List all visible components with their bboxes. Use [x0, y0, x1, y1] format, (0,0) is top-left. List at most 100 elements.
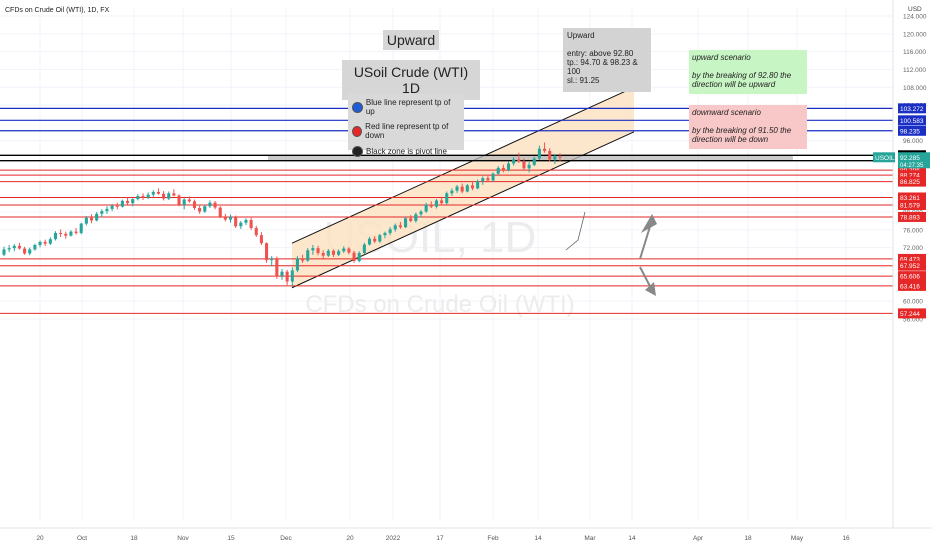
time-tick-label: 15	[227, 535, 235, 542]
candle-body	[105, 208, 109, 212]
candle-body	[532, 158, 536, 165]
candle	[301, 254, 305, 263]
candle	[496, 166, 500, 176]
candle	[367, 236, 372, 246]
level-tag: 63.416	[898, 280, 926, 291]
level-tag-label: 83.261	[900, 195, 920, 202]
candle-body	[465, 185, 469, 192]
candle-body	[367, 238, 372, 245]
candle-body	[357, 253, 361, 262]
level-tag-bg	[898, 271, 926, 282]
level-tag: 86.825	[898, 176, 926, 187]
candle-body	[244, 220, 248, 223]
candle-body	[404, 218, 408, 228]
candle	[517, 152, 521, 164]
price-tick-label: 120.000	[903, 31, 927, 38]
candle-body	[352, 252, 356, 262]
candle	[74, 228, 78, 235]
candle-body	[156, 191, 160, 194]
candle	[476, 179, 480, 190]
candle	[126, 197, 130, 205]
time-tick-label: 14	[534, 535, 542, 542]
candle	[548, 148, 552, 162]
candle	[388, 227, 392, 236]
candle	[95, 212, 99, 222]
candle-body	[223, 216, 227, 220]
candle-body	[7, 248, 11, 250]
candle	[89, 214, 94, 224]
candle	[192, 199, 197, 210]
candle-body	[373, 238, 377, 242]
level-tag-bg	[898, 192, 926, 203]
candle-body	[527, 164, 531, 169]
time-tick-label: Dec	[280, 535, 292, 542]
candle-body	[162, 193, 166, 199]
candle	[311, 244, 315, 255]
candle-body	[182, 199, 186, 205]
candle-body	[38, 241, 42, 245]
projection-arrow-up-icon	[639, 219, 653, 260]
upward-scenario-heading: upward scenario	[692, 53, 751, 62]
level-tag: 81.579	[898, 199, 926, 210]
candle-body	[23, 248, 27, 254]
candle-body	[208, 202, 212, 207]
last-price-label: 92.285	[900, 155, 920, 162]
candle	[409, 215, 413, 223]
level-tag-bg	[898, 170, 926, 181]
candle-body	[455, 186, 459, 191]
candle-body	[59, 232, 63, 234]
candle	[470, 181, 475, 191]
candle-body	[290, 270, 294, 282]
trade-box-tp: tp.: 94.70 & 98.23 & 100	[567, 58, 638, 76]
candle-body	[424, 204, 428, 212]
candle-body	[2, 249, 6, 255]
time-tick-label: Apr	[693, 535, 704, 542]
candle-body	[316, 248, 320, 254]
candle-body	[301, 258, 305, 261]
candle-body	[270, 258, 274, 261]
candle	[501, 164, 505, 173]
candle-body	[172, 193, 176, 196]
candle	[33, 243, 37, 251]
candle-body	[28, 249, 32, 254]
last-price-tag-bg	[898, 152, 930, 169]
candle-body	[491, 173, 495, 181]
candle	[151, 190, 155, 197]
candle	[28, 247, 32, 256]
time-tick-label: Nov	[177, 535, 189, 542]
candle	[352, 250, 356, 263]
level-tag: 83.261	[898, 192, 926, 203]
level-tag-label: 103.272	[900, 106, 924, 113]
trade-box-heading: Upward	[567, 31, 595, 40]
candle	[136, 194, 140, 201]
candle	[59, 229, 63, 237]
level-tag-label: 100.583	[900, 118, 924, 125]
projection-arrow-down-head	[645, 282, 656, 296]
candle	[285, 269, 289, 286]
candle	[378, 233, 382, 243]
level-tag: 100.583	[898, 115, 926, 126]
candle-body	[362, 244, 366, 254]
candle-body	[126, 200, 130, 204]
legend-box: Blue line represent tp of up Red line re…	[348, 94, 464, 157]
candle	[331, 249, 336, 258]
upward-scenario-box: upward scenario by the breaking of 92.80…	[689, 50, 807, 94]
candle-body	[434, 200, 438, 207]
candle-body	[295, 258, 299, 271]
time-tick-label: 18	[130, 535, 138, 542]
candle	[342, 246, 346, 254]
candle-body	[203, 206, 207, 212]
candle-body	[470, 185, 475, 189]
candle	[177, 194, 181, 207]
candle-body	[337, 251, 341, 255]
candle	[146, 192, 150, 200]
candle	[69, 230, 73, 237]
level-tag-bg	[898, 253, 926, 264]
level-tag-label: 88.274	[900, 173, 920, 180]
candle-body	[429, 204, 433, 207]
price-tick-label: 96.000	[903, 138, 923, 145]
candle-body	[393, 225, 397, 230]
candle	[141, 193, 145, 200]
candle-body	[342, 248, 346, 252]
price-tick-label: 72.000	[903, 245, 923, 252]
